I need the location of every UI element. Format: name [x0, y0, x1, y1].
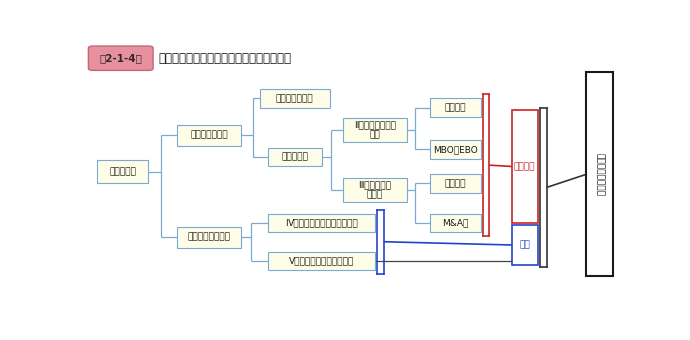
Text: 第2-1-4図: 第2-1-4図 — [99, 53, 142, 63]
FancyBboxPatch shape — [177, 227, 242, 248]
Text: 事業を継続しない: 事業を継続しない — [188, 233, 230, 242]
FancyBboxPatch shape — [177, 124, 242, 146]
Text: 経営者引退: 経営者引退 — [109, 167, 136, 176]
Text: 事業を継続する: 事業を継続する — [190, 131, 228, 139]
Text: MBO／EBO: MBO／EBO — [433, 145, 477, 154]
Text: Ⅲ　社外への
引継ぎ: Ⅲ 社外への 引継ぎ — [359, 180, 391, 200]
FancyBboxPatch shape — [430, 140, 481, 158]
Text: 内部昇格: 内部昇格 — [444, 103, 466, 112]
Text: Ｉ　親族内承継: Ｉ 親族内承継 — [276, 94, 314, 103]
Text: 親族外承継: 親族外承継 — [282, 153, 308, 162]
FancyBboxPatch shape — [343, 178, 407, 202]
FancyBboxPatch shape — [430, 98, 481, 117]
Text: Ⅴ　経営資源を引継ぎせず: Ⅴ 経営資源を引継ぎせず — [289, 256, 354, 265]
FancyBboxPatch shape — [512, 225, 538, 265]
FancyBboxPatch shape — [430, 214, 481, 232]
Text: 経営者引退に伴う経営資源引継ぎの概念図: 経営者引退に伴う経営資源引継ぎの概念図 — [159, 52, 291, 65]
Text: Ⅱ　役員・従業員
承継: Ⅱ 役員・従業員 承継 — [354, 120, 396, 139]
FancyBboxPatch shape — [268, 148, 322, 167]
Text: Ⅳ　経営資源の引継ぎを実施: Ⅳ 経営資源の引継ぎを実施 — [285, 218, 358, 227]
Text: 外部招聘: 外部招聘 — [444, 179, 466, 188]
FancyBboxPatch shape — [586, 72, 613, 276]
FancyBboxPatch shape — [260, 89, 330, 107]
Text: 経営資源の引継ぎ: 経営資源の引継ぎ — [595, 153, 604, 196]
Text: 廃業: 廃業 — [520, 240, 530, 250]
Text: M&A等: M&A等 — [442, 218, 469, 227]
FancyBboxPatch shape — [88, 46, 153, 70]
FancyBboxPatch shape — [430, 174, 481, 193]
FancyBboxPatch shape — [268, 252, 375, 270]
Text: 事業承継: 事業承継 — [514, 162, 535, 171]
FancyBboxPatch shape — [97, 160, 148, 184]
FancyBboxPatch shape — [268, 214, 375, 232]
FancyBboxPatch shape — [512, 110, 538, 223]
FancyBboxPatch shape — [343, 118, 407, 141]
